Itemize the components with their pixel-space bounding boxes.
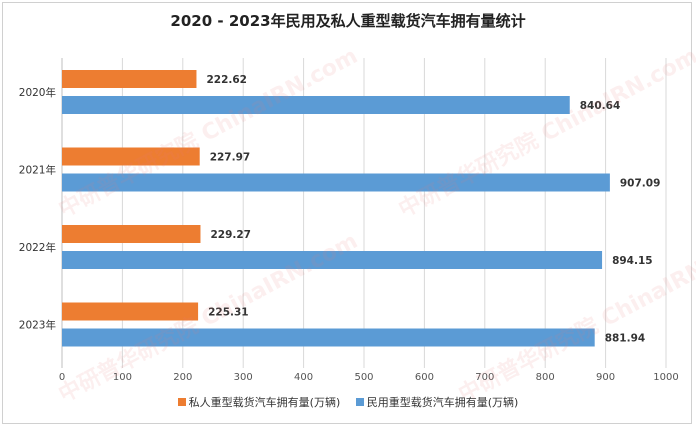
x-tick-label-0: 0 xyxy=(59,372,65,383)
bar-civil xyxy=(62,251,603,269)
chart-title: 2020 - 2023年民用及私人重型载货汽车拥有量统计 xyxy=(170,12,526,30)
bar-private xyxy=(62,302,199,321)
bar-private xyxy=(62,70,197,88)
data-label: 229.27 xyxy=(210,229,251,241)
bar-private xyxy=(62,225,201,243)
bar-civil xyxy=(62,173,610,192)
data-label: 225.31 xyxy=(208,307,249,319)
y-category-label: 2021年 xyxy=(19,164,56,177)
y-category-label: 2023年 xyxy=(19,319,56,332)
legend-label-private: 私人重型载货汽车拥有量(万辆) xyxy=(188,396,341,409)
data-label: 907.09 xyxy=(620,178,661,190)
legend-swatch-civil xyxy=(355,398,364,406)
data-label: 894.15 xyxy=(612,255,653,267)
y-category-label: 2022年 xyxy=(19,241,56,254)
data-label: 227.97 xyxy=(210,152,251,164)
x-tick-label-400: 400 xyxy=(294,372,313,383)
x-tick-label-200: 200 xyxy=(173,372,192,383)
data-label: 840.64 xyxy=(580,100,621,112)
bar-private xyxy=(62,147,200,166)
x-tick-label-1000: 1000 xyxy=(653,372,678,383)
x-tick-label-500: 500 xyxy=(354,372,373,383)
x-tick-label-700: 700 xyxy=(475,372,494,383)
x-tick-label-800: 800 xyxy=(536,372,555,383)
y-category-label: 2020年 xyxy=(19,86,56,99)
legend-item-civil: 民用重型载货汽车拥有量(万辆) xyxy=(355,394,519,410)
legend: 私人重型载货汽车拥有量(万辆) 民用重型载货汽车拥有量(万辆) xyxy=(0,394,696,410)
bar-civil xyxy=(62,96,570,114)
legend-label-civil: 民用重型载货汽车拥有量(万辆) xyxy=(366,396,519,409)
x-tick-label-300: 300 xyxy=(234,372,253,383)
bar-civil xyxy=(62,328,595,347)
data-label: 222.62 xyxy=(206,74,247,86)
legend-item-private: 私人重型载货汽车拥有量(万辆) xyxy=(177,394,341,410)
legend-swatch-private xyxy=(177,398,186,406)
x-tick-label-600: 600 xyxy=(415,372,434,383)
x-tick-label-100: 100 xyxy=(113,372,132,383)
data-label: 881.94 xyxy=(605,333,646,345)
x-tick-label-900: 900 xyxy=(596,372,615,383)
